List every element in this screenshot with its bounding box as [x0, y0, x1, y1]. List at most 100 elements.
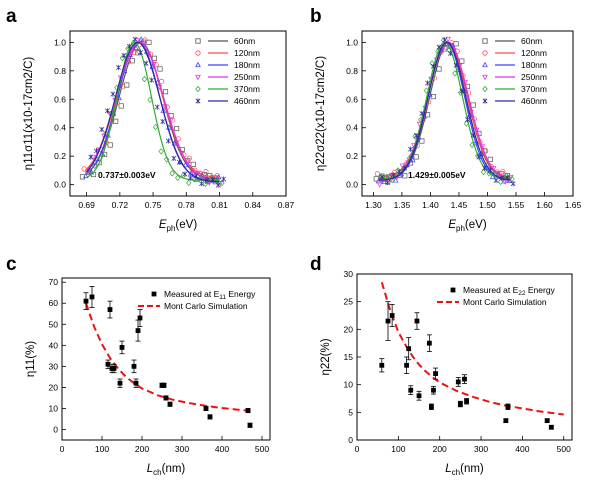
y-axis-label: η22σ22(x10-17cm2/C) — [315, 56, 327, 171]
data-point — [105, 361, 111, 367]
y-tick-label: 40 — [49, 340, 59, 350]
data-point-460nm — [499, 175, 505, 181]
data-point-60nm — [430, 94, 436, 100]
data-point-460nm — [121, 52, 127, 59]
data-point-180nm — [501, 178, 507, 184]
data-point — [503, 418, 509, 424]
x-axis-label-main: L — [445, 463, 451, 475]
data-point-250nm — [462, 80, 468, 86]
data-point-120nm — [374, 171, 380, 177]
legend-marker-250nm — [482, 74, 488, 81]
x-tick-label: 0.87 — [278, 200, 295, 210]
data-point-370nm — [158, 148, 164, 155]
x-tick-label: 0 — [355, 444, 360, 454]
data-point — [389, 313, 395, 318]
data-point-60nm — [419, 138, 425, 144]
x-tick-label: 1.30 — [365, 200, 382, 210]
data-point-250nm — [212, 175, 218, 181]
data-point — [137, 315, 143, 321]
data-point-460nm — [419, 110, 425, 117]
data-point-370nm — [175, 174, 181, 182]
x-axis-label-unit: (eV) — [465, 219, 487, 231]
data-point — [414, 318, 420, 324]
data-point-250nm — [451, 48, 457, 54]
data-point-180nm — [409, 156, 416, 163]
fit-curve-250nm — [379, 41, 511, 182]
legend-label-simulation: Mont Carlo Simulation — [164, 301, 248, 311]
data-point-250nm — [84, 169, 91, 175]
x-tick-label: 400 — [215, 444, 229, 454]
data-point-370nm — [435, 48, 441, 55]
data-point-460nm — [487, 167, 493, 173]
y-tick-label: 0 — [53, 424, 58, 434]
data-point-250nm — [508, 174, 514, 181]
panel-letter-a: a — [6, 6, 17, 27]
data-point-370nm — [97, 154, 103, 162]
simulation-curve — [85, 302, 255, 413]
data-point-370nm — [423, 87, 430, 94]
data-point-60nm — [174, 125, 180, 132]
data-point-60nm — [453, 41, 459, 47]
x-tick-label: 400 — [515, 444, 529, 454]
x-axis-label-sub: ch — [153, 468, 161, 477]
data-point-120nm — [500, 168, 506, 174]
data-point-460nm — [193, 173, 199, 179]
y-tick-label: 0.6 — [346, 94, 358, 104]
legend-measured-tail: Energy — [526, 285, 556, 295]
data-point-460nm — [408, 146, 413, 152]
y-tick-label: 0.2 — [346, 151, 358, 161]
x-tick-label: 1.65 — [565, 200, 582, 210]
y-tick-label: 10 — [49, 403, 59, 413]
data-point-250nm — [479, 144, 486, 150]
data-point-60nm — [436, 66, 442, 72]
x-axis-label: Eph(eV) — [159, 219, 197, 233]
data-point-370nm — [509, 175, 515, 183]
y-tick-label: 0.0 — [54, 180, 66, 190]
data-point — [462, 376, 467, 382]
x-tick-label: 0 — [60, 444, 65, 454]
data-point-250nm — [439, 47, 446, 53]
data-point-460nm — [143, 60, 149, 66]
y-axis-label: η11σ11(x10-17cm2/C) — [23, 57, 35, 171]
data-point — [135, 328, 141, 333]
data-point — [111, 366, 117, 371]
x-axis-label: Lch(nm) — [445, 463, 484, 477]
data-point — [455, 379, 461, 385]
data-point-370nm — [452, 70, 458, 77]
data-point-370nm — [108, 110, 114, 117]
data-point — [161, 382, 167, 388]
chart-a: 0.69 0.72 0.75 0.78 0.81 0.84 0.87 0.0 0.2 0.4 0.6… — [23, 30, 295, 233]
data-point-460nm — [385, 179, 391, 185]
data-point-460nm — [436, 44, 442, 50]
y-tick-label: 0.2 — [54, 151, 66, 161]
x-axis-label-sub: ph — [167, 224, 176, 233]
data-point-460nm — [176, 159, 182, 165]
x-tick-label: 0.78 — [178, 200, 195, 210]
legend-measured-tail: Energy — [226, 289, 256, 299]
data-point-180nm — [83, 172, 89, 179]
simulation-curve — [380, 282, 564, 416]
data-point-180nm — [138, 36, 144, 42]
legend-measured-main: Measured at E — [164, 289, 220, 299]
fit-curve-460nm — [86, 41, 220, 183]
legend-label-measured: Measured at E11 Energy — [164, 289, 256, 301]
data-point — [89, 294, 95, 300]
y-tick-label: 0 — [348, 435, 353, 445]
legend-label: 180nm — [234, 60, 260, 70]
data-point-460nm — [476, 154, 482, 160]
x-axis-label-sub: ch — [452, 468, 460, 477]
legend-label: 250nm — [521, 72, 547, 82]
data-point-460nm — [390, 172, 396, 178]
data-point-460nm — [138, 49, 144, 56]
data-point-370nm — [480, 168, 487, 176]
data-point-460nm — [149, 77, 155, 83]
x-tick-label: 0.69 — [78, 200, 95, 210]
y-tick-label: 10 — [344, 380, 354, 390]
x-tick-label: 200 — [135, 444, 149, 454]
data-point-460nm — [204, 177, 210, 183]
x-tick-label: 200 — [433, 444, 447, 454]
legend-label: 60nm — [521, 36, 542, 46]
data-point-460nm — [165, 138, 171, 144]
peak-annotation: 1.429±0.005eV — [408, 170, 466, 180]
legend-measured-main: Measured at E — [463, 285, 519, 295]
